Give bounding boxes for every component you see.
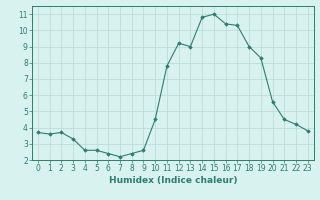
X-axis label: Humidex (Indice chaleur): Humidex (Indice chaleur): [108, 176, 237, 185]
